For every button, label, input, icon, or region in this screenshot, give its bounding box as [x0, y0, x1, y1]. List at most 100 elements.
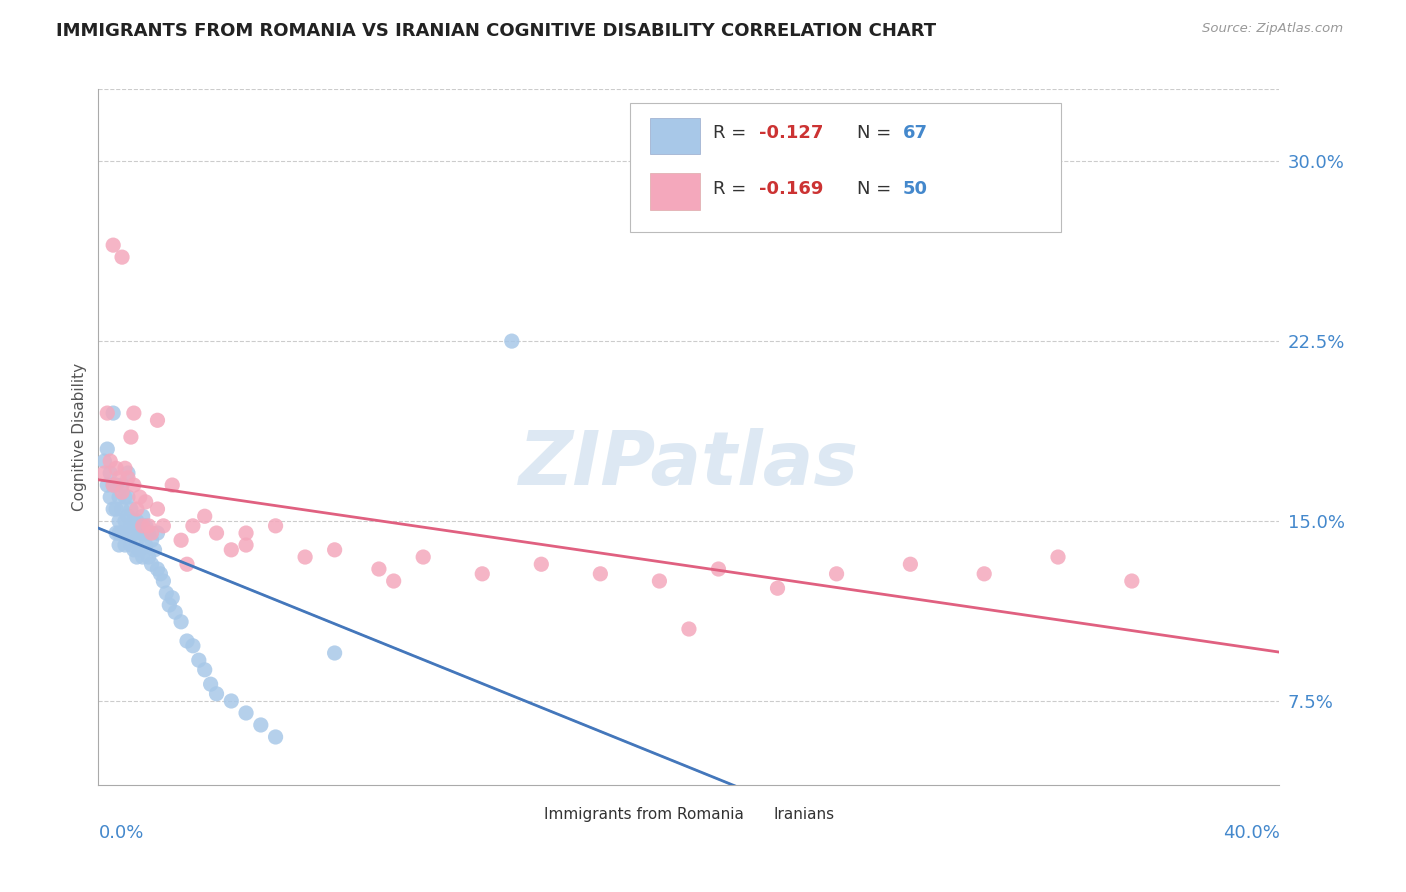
Point — [93, 466, 115, 480]
Point — [128, 490, 150, 504]
Point — [162, 591, 183, 605]
Point — [138, 526, 160, 541]
Point — [707, 562, 730, 576]
Point — [105, 502, 128, 516]
Point — [132, 549, 155, 564]
Point — [120, 502, 142, 516]
Text: N =: N = — [856, 124, 897, 142]
Point — [132, 526, 155, 541]
Point — [132, 509, 155, 524]
Point — [141, 533, 163, 548]
Point — [157, 598, 180, 612]
Point — [176, 558, 198, 572]
Point — [138, 519, 160, 533]
Text: 40.0%: 40.0% — [1223, 824, 1279, 842]
Text: 67: 67 — [903, 124, 928, 142]
Point — [122, 406, 145, 420]
Point — [108, 514, 131, 528]
Point — [146, 502, 169, 516]
Point — [120, 538, 142, 552]
Text: ZIPatlas: ZIPatlas — [519, 428, 859, 501]
Point — [98, 454, 121, 468]
Point — [235, 526, 257, 541]
Point — [122, 478, 145, 492]
Point — [96, 478, 118, 492]
Point — [205, 687, 228, 701]
Point — [125, 502, 148, 516]
Point — [114, 538, 136, 552]
Point — [117, 526, 139, 541]
Text: 0.0%: 0.0% — [98, 824, 143, 842]
Text: Source: ZipAtlas.com: Source: ZipAtlas.com — [1202, 22, 1343, 36]
Point — [122, 514, 145, 528]
Point — [105, 478, 128, 492]
Point — [264, 519, 287, 533]
Point — [98, 466, 121, 480]
Point — [117, 509, 139, 524]
Point — [678, 622, 700, 636]
Point — [122, 542, 145, 557]
Point — [194, 663, 217, 677]
Point — [323, 542, 346, 557]
Point — [117, 490, 139, 504]
Point — [825, 566, 848, 581]
Point — [98, 490, 121, 504]
Point — [105, 461, 128, 475]
Point — [250, 718, 273, 732]
Point — [135, 538, 157, 552]
Text: R =: R = — [713, 124, 752, 142]
Point — [165, 605, 187, 619]
Point — [108, 526, 131, 541]
Point — [117, 471, 139, 485]
Point — [235, 706, 257, 720]
FancyBboxPatch shape — [630, 103, 1062, 232]
Point — [141, 558, 163, 572]
Text: Iranians: Iranians — [773, 807, 835, 822]
Point — [149, 566, 172, 581]
Point — [114, 461, 136, 475]
Text: N =: N = — [856, 179, 897, 198]
Point — [323, 646, 346, 660]
Point — [1046, 549, 1070, 564]
Point — [221, 694, 243, 708]
Point — [117, 466, 139, 480]
Point — [194, 509, 217, 524]
Point — [294, 549, 316, 564]
Point — [135, 495, 157, 509]
Point — [152, 519, 174, 533]
Point — [146, 413, 169, 427]
Point — [382, 574, 405, 588]
Text: R =: R = — [713, 179, 752, 198]
Point — [120, 430, 142, 444]
Y-axis label: Cognitive Disability: Cognitive Disability — [72, 363, 87, 511]
Point — [176, 634, 198, 648]
Point — [114, 490, 136, 504]
Point — [900, 558, 922, 572]
Point — [589, 566, 612, 581]
Point — [111, 250, 134, 264]
Point — [125, 533, 148, 548]
Point — [128, 542, 150, 557]
Point — [412, 549, 434, 564]
Point — [108, 490, 131, 504]
FancyBboxPatch shape — [742, 805, 768, 823]
Point — [135, 519, 157, 533]
Point — [122, 526, 145, 541]
Point — [128, 526, 150, 541]
Point — [766, 581, 789, 595]
Point — [105, 526, 128, 541]
Point — [138, 549, 160, 564]
Point — [103, 478, 125, 492]
Point — [170, 615, 193, 629]
Point — [120, 519, 142, 533]
Point — [221, 542, 243, 557]
Point — [111, 478, 134, 492]
Point — [181, 639, 204, 653]
FancyBboxPatch shape — [650, 173, 700, 210]
Point — [235, 538, 257, 552]
Point — [103, 238, 125, 252]
Point — [125, 514, 148, 528]
Point — [111, 526, 134, 541]
Point — [1121, 574, 1143, 588]
Point — [530, 558, 553, 572]
